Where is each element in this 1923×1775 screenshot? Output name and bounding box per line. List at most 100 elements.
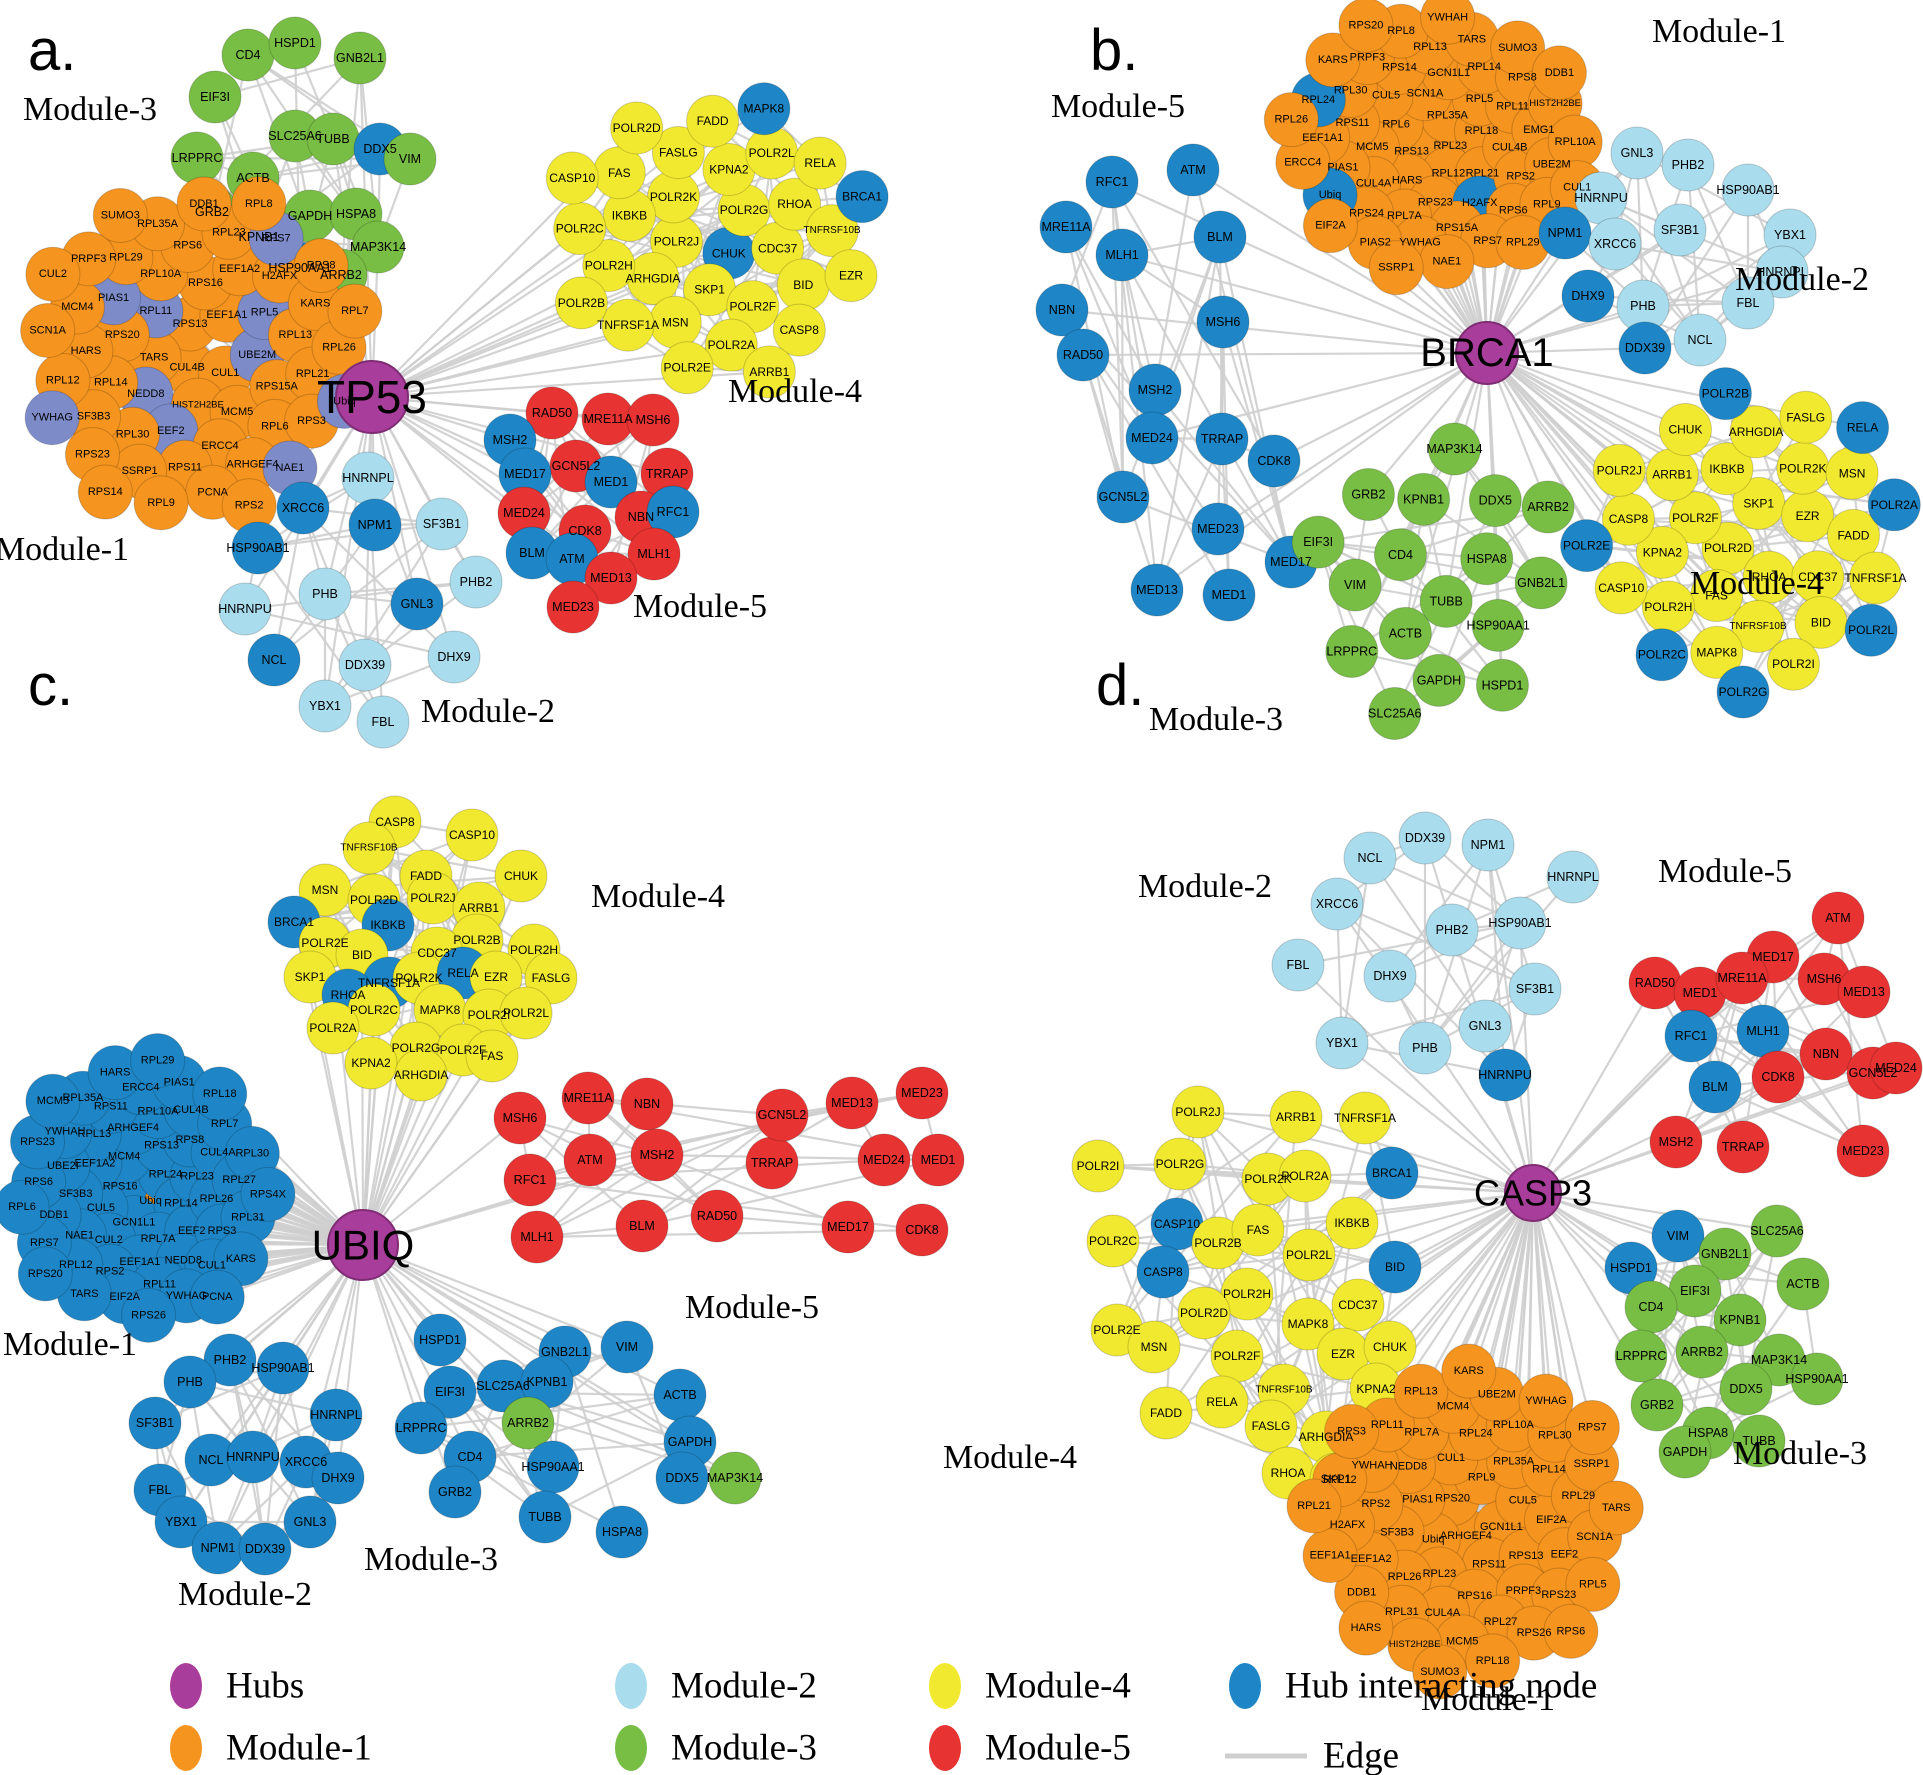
node-DDB1[interactable] xyxy=(176,176,232,232)
node-MSN[interactable] xyxy=(1127,1320,1181,1374)
node-BLM[interactable] xyxy=(1193,210,1247,264)
node-ARRB1[interactable] xyxy=(1645,448,1699,502)
node-POLR2D[interactable] xyxy=(1177,1286,1231,1340)
node-BLM[interactable] xyxy=(1688,1060,1742,1114)
node-SF3B1[interactable] xyxy=(1508,962,1562,1016)
node-ARHGDIA[interactable] xyxy=(394,1048,448,1102)
node-ARRB2[interactable] xyxy=(1675,1325,1729,1379)
node-MED23[interactable] xyxy=(1191,502,1245,556)
node-POLR2C[interactable] xyxy=(1086,1214,1140,1268)
node-NCL[interactable] xyxy=(1343,831,1397,885)
node-VIM[interactable] xyxy=(600,1320,654,1374)
node-RPL6[interactable] xyxy=(0,1179,50,1235)
node-SSRP1[interactable] xyxy=(1368,240,1424,296)
node-SF3B1[interactable] xyxy=(1653,203,1707,257)
node-HSPD1[interactable] xyxy=(268,16,322,70)
node-EZR[interactable] xyxy=(824,249,878,303)
node-ARRB2[interactable] xyxy=(1521,480,1575,534)
node-HSP90AA1[interactable] xyxy=(1471,598,1525,652)
node-LRPPRC[interactable] xyxy=(1325,624,1379,678)
node-GNL3[interactable] xyxy=(1610,126,1664,180)
node-POLR2D[interactable] xyxy=(610,101,664,155)
node-PCNA[interactable] xyxy=(189,1269,245,1325)
node-HNRNPL[interactable] xyxy=(309,1388,363,1442)
node-GAPDH[interactable] xyxy=(1412,653,1466,707)
node-DDX39[interactable] xyxy=(1398,811,1452,865)
node-MLH1[interactable] xyxy=(510,1210,564,1264)
node-HSP90AB1[interactable] xyxy=(256,1341,310,1395)
node-GRB2[interactable] xyxy=(1630,1378,1684,1432)
node-POLR2K[interactable] xyxy=(1776,441,1830,495)
node-POLR2A[interactable] xyxy=(1278,1149,1332,1203)
node-HSP90AB1[interactable] xyxy=(1493,896,1547,950)
node-XRCC6[interactable] xyxy=(1310,877,1364,931)
node-POLR2B[interactable] xyxy=(554,276,608,330)
node-YWHAG[interactable] xyxy=(1518,1373,1574,1429)
node-BID[interactable] xyxy=(1368,1240,1422,1294)
node-SCN1A[interactable] xyxy=(20,302,76,358)
node-ACTB[interactable] xyxy=(653,1368,707,1422)
node-RPL29[interactable] xyxy=(130,1033,186,1089)
node-RPS26[interactable] xyxy=(121,1287,177,1343)
node-MLH1[interactable] xyxy=(627,527,681,581)
node-RPL18[interactable] xyxy=(1465,1633,1521,1689)
node-CDK8[interactable] xyxy=(1247,434,1301,488)
node-POLR2J[interactable] xyxy=(1171,1085,1225,1139)
hub-node-BRCA1[interactable] xyxy=(1455,321,1519,385)
node-RPS8[interactable] xyxy=(293,238,349,294)
node-TNFRSF1A[interactable] xyxy=(601,298,655,352)
node-TNFRSF1A[interactable] xyxy=(1338,1091,1392,1145)
node-MED17[interactable] xyxy=(821,1200,875,1254)
node-HNRNPU[interactable] xyxy=(1478,1048,1532,1102)
node-KPNA2[interactable] xyxy=(1635,525,1689,579)
node-YWHAG[interactable] xyxy=(24,390,80,446)
node-KARS[interactable] xyxy=(1441,1343,1497,1399)
node-MSN[interactable] xyxy=(1825,446,1879,500)
node-CD4[interactable] xyxy=(221,28,275,82)
node-POLR2F[interactable] xyxy=(1210,1329,1264,1383)
node-ARHGDIA[interactable] xyxy=(1729,405,1783,459)
node-POLR2L[interactable] xyxy=(1282,1228,1336,1282)
node-RHOA[interactable] xyxy=(768,177,822,231)
node-POLR2H[interactable] xyxy=(582,239,636,293)
node-MRE11A[interactable] xyxy=(1039,200,1093,254)
node-RPL13[interactable] xyxy=(1393,1363,1449,1419)
node-NBN[interactable] xyxy=(1799,1027,1853,1081)
node-GAPDH[interactable] xyxy=(1658,1425,1712,1479)
node-MAPK8[interactable] xyxy=(737,82,791,136)
node-NPM1[interactable] xyxy=(1538,206,1592,260)
node-POLR2A[interactable] xyxy=(306,1001,360,1055)
node-FASLG[interactable] xyxy=(1779,390,1833,444)
node-CD4[interactable] xyxy=(1624,1280,1678,1334)
node-ARRB1[interactable] xyxy=(742,345,796,399)
node-MSN[interactable] xyxy=(648,295,702,349)
node-YBX1[interactable] xyxy=(298,679,352,733)
node-HSP90AB1[interactable] xyxy=(1721,163,1775,217)
node-CHUK[interactable] xyxy=(494,849,548,903)
node-GNB2L1[interactable] xyxy=(1514,556,1568,610)
node-HNRNPL[interactable] xyxy=(1546,850,1600,904)
node-RFC1[interactable] xyxy=(1664,1009,1718,1063)
node-RELA[interactable] xyxy=(1195,1375,1249,1429)
node-FAS[interactable] xyxy=(1231,1203,1285,1257)
node-POLR2G[interactable] xyxy=(1153,1137,1207,1191)
node-ATM[interactable] xyxy=(1811,891,1865,945)
node-RPL7[interactable] xyxy=(327,283,383,339)
node-MRE11A[interactable] xyxy=(581,392,635,446)
node-DDX39[interactable] xyxy=(1618,321,1672,375)
node-POLR2L[interactable] xyxy=(745,126,799,180)
node-FASLG[interactable] xyxy=(651,126,705,180)
node-EIF3I[interactable] xyxy=(1291,515,1345,569)
node-HSPD1[interactable] xyxy=(1475,658,1529,712)
node-RPS20[interactable] xyxy=(1338,0,1394,53)
node-SKP1[interactable] xyxy=(1732,476,1786,530)
node-GRB2[interactable] xyxy=(428,1465,482,1519)
node-PHB2[interactable] xyxy=(203,1333,257,1387)
node-RAD50[interactable] xyxy=(690,1189,744,1243)
node-BRCA1[interactable] xyxy=(1365,1146,1419,1200)
node-HNRNPL[interactable] xyxy=(1755,245,1809,299)
node-TNFRSF10B[interactable] xyxy=(805,204,859,258)
node-TUBB[interactable] xyxy=(518,1490,572,1544)
node-ACTB[interactable] xyxy=(1776,1257,1830,1311)
node-POLR2C[interactable] xyxy=(1635,628,1689,682)
